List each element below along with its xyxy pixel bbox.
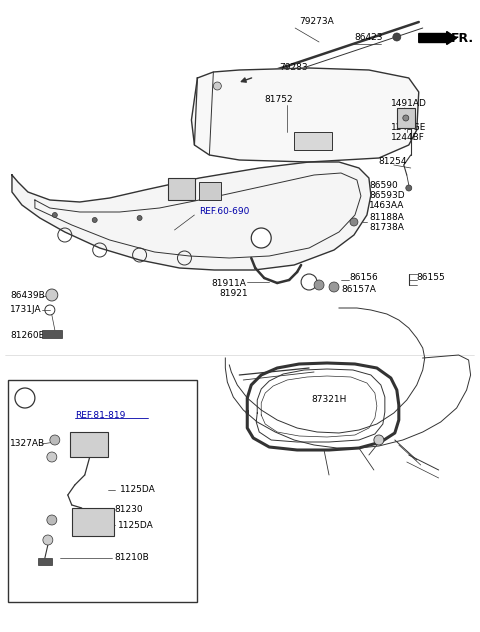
Text: 86590: 86590 (369, 181, 397, 190)
Text: REF.60-690: REF.60-690 (199, 207, 250, 217)
Bar (38, 558, 52, 565)
Bar (8, 380, 197, 602)
Text: 1731JA: 1731JA (10, 305, 42, 315)
Text: 1125DA: 1125DA (118, 521, 154, 530)
Circle shape (43, 535, 53, 545)
Text: 1463AA: 1463AA (369, 200, 404, 209)
Text: 81752: 81752 (265, 95, 293, 104)
Text: 86439B: 86439B (10, 291, 45, 300)
Circle shape (406, 185, 412, 191)
Text: 81188A: 81188A (369, 214, 404, 222)
Text: 81738A: 81738A (369, 224, 404, 233)
Circle shape (46, 289, 58, 301)
Bar (70, 432, 108, 457)
Text: 1327AB: 1327AB (10, 439, 45, 449)
Bar (42, 330, 62, 338)
FancyArrow shape (419, 32, 456, 44)
Bar (168, 178, 195, 200)
Bar (397, 108, 415, 128)
Text: REF.81-819: REF.81-819 (75, 411, 125, 420)
Bar (199, 182, 221, 200)
Circle shape (214, 82, 221, 90)
Text: 86157A: 86157A (341, 286, 376, 295)
Text: 1125DA: 1125DA (120, 485, 156, 494)
Text: FR.: FR. (451, 32, 474, 44)
Circle shape (251, 228, 271, 248)
Text: 79273A: 79273A (299, 18, 334, 27)
Text: 86423: 86423 (354, 33, 383, 42)
Polygon shape (12, 162, 371, 270)
Circle shape (137, 216, 142, 221)
Circle shape (50, 435, 60, 445)
Text: 81230: 81230 (115, 506, 144, 514)
Polygon shape (192, 68, 419, 162)
Text: 86155: 86155 (417, 274, 445, 283)
Circle shape (47, 452, 57, 462)
Text: 86156: 86156 (349, 274, 378, 283)
Text: 79283: 79283 (279, 63, 308, 73)
Circle shape (314, 280, 324, 290)
Text: 1491AD: 1491AD (391, 99, 427, 107)
Circle shape (374, 435, 384, 445)
Circle shape (15, 388, 35, 408)
Bar (72, 508, 114, 536)
Text: 86593D: 86593D (369, 190, 405, 200)
Text: 81210B: 81210B (115, 554, 149, 562)
Circle shape (350, 218, 358, 226)
Text: 1249GE: 1249GE (391, 123, 426, 131)
Circle shape (52, 212, 57, 217)
Text: 81260B: 81260B (10, 331, 45, 339)
Circle shape (47, 515, 57, 525)
Bar (294, 132, 332, 150)
Text: 81911A: 81911A (211, 279, 246, 288)
Circle shape (329, 282, 339, 292)
Text: 1244BF: 1244BF (391, 133, 425, 142)
Circle shape (403, 115, 409, 121)
Text: a: a (22, 393, 28, 403)
Circle shape (92, 217, 97, 222)
Text: 87321H: 87321H (312, 396, 347, 404)
Text: a: a (258, 233, 264, 243)
Text: 81921: 81921 (219, 288, 248, 298)
Text: 81254: 81254 (379, 157, 408, 166)
Circle shape (393, 33, 401, 41)
